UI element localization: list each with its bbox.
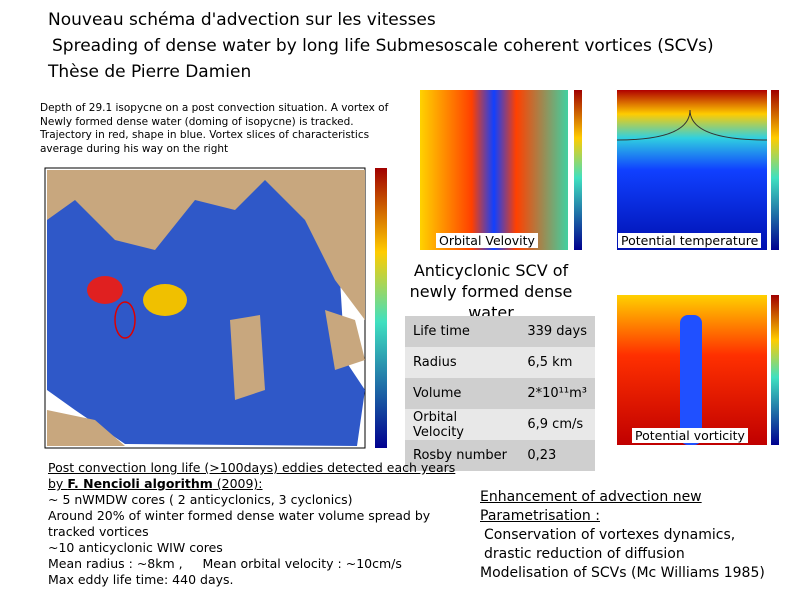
cell: 6,9 cm/s [519,409,595,440]
orbital-figure [420,90,582,250]
detection-line: Mean radius : ~8km , Mean orbital veloci… [48,556,402,571]
figure-label: Orbital Velovity [436,233,538,248]
cell: 339 days [519,316,595,347]
cell: Volume [405,378,520,409]
text: F. Nencioli algorithm [67,476,213,491]
enhancement-heading: Enhancement of advection new Parametrisa… [480,489,702,524]
map-figure [35,160,400,456]
vorticity-figure [617,295,779,445]
detection-line: ~ 5 nWMDW cores ( 2 anticyclonics, 3 cyc… [48,492,353,507]
cell: 2*10¹¹m³ [519,378,595,409]
enhancement-block: Enhancement of advection new Parametrisa… [480,488,780,583]
detection-line: ~10 anticyclonic WIW cores [48,540,223,555]
temperature-figure [616,90,779,250]
caption: Depth of 29.1 isopycne on a post convect… [40,102,389,155]
cell: Radius [405,347,520,378]
cell: 6,5 km [519,347,595,378]
detection-block: Post convection long life (>100days) edd… [48,460,468,588]
figure-label: Potential temperature [618,233,762,248]
cell: 0,23 [519,440,595,471]
cell: Rosby number [405,440,520,471]
scv-table: Life time 339 days Radius 6,5 km Volume 2*1… [405,316,595,471]
detection-intro: Post convection long life (>100days) edd… [48,460,468,492]
scv-heading: Anticyclonic SCV of newly formed dense w… [409,261,573,322]
text: (2009): [212,476,263,491]
text: Post convection long life (>100days) edd… [48,460,456,491]
detection-line: Max eddy life time: 440 days. [48,572,234,587]
enhancement-line: Conservation of vortexes dynamics, drast… [484,527,736,562]
title-line: Spreading of dense water by long life Su… [52,36,714,56]
figure-label: Potential vorticity [632,428,748,443]
cell: Orbital Velocity [405,409,520,440]
enhancement-line: Modelisation of SCVs (Mc Williams 1985) [480,565,765,581]
detection-line: Around 20% of winter formed dense water … [48,508,431,539]
title-line: Thèse de Pierre Damien [48,62,252,82]
title-line: Nouveau schéma d'advection sur les vites… [48,10,436,30]
cell: Life time [405,316,520,347]
